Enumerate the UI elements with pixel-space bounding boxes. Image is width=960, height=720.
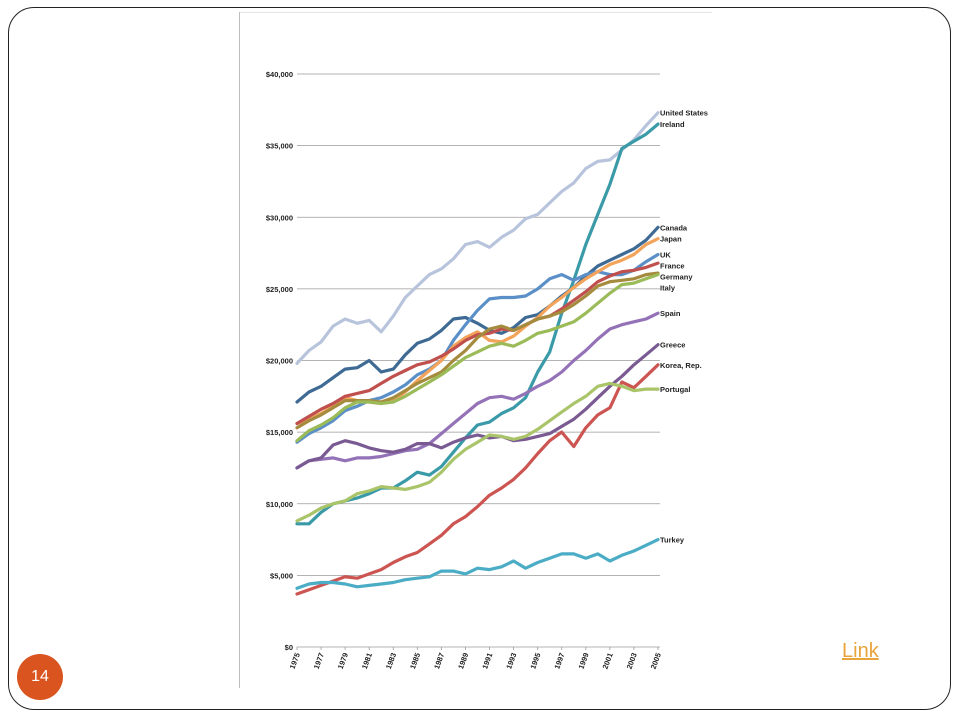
x-axis-tick-labels: 1975 1977 1979 1981 1983 1985 1987 1989 1991 1993…	[288, 647, 663, 670]
y-tick-label: $35,000	[266, 142, 293, 151]
x-tick-label: 1985	[408, 652, 422, 671]
x-tick-label: 1981	[360, 652, 374, 671]
grid-lines	[297, 73, 660, 648]
series-line-greece	[295, 343, 660, 470]
series-label-greece: Greece	[660, 341, 685, 350]
x-tick-label: 1977	[312, 652, 326, 671]
series-line-spain	[295, 311, 660, 470]
x-tick-label: 2005	[649, 652, 663, 671]
series-line-united-states	[295, 111, 660, 365]
series-lines	[295, 111, 660, 596]
x-tick-label: 1995	[528, 652, 542, 671]
chart-panel: $0 $5,000 $10,000 $15,000 $20,000 $25,000 $30,…	[239, 12, 712, 688]
y-tick-label: $25,000	[266, 285, 293, 294]
x-tick-label: 1991	[480, 652, 494, 671]
series-end-labels: United States Ireland Canada Japan UK France G…	[660, 109, 708, 545]
gdp-per-capita-line-chart: $0 $5,000 $10,000 $15,000 $20,000 $25,000 $30,…	[266, 70, 708, 670]
series-label-germany: Germany	[660, 272, 693, 281]
y-tick-label: $30,000	[266, 213, 293, 222]
y-tick-label: $10,000	[266, 500, 293, 509]
series-label-turkey: Turkey	[660, 536, 685, 545]
y-tick-label: $20,000	[266, 357, 293, 366]
series-line-turkey	[295, 537, 660, 590]
link[interactable]: Link	[842, 640, 879, 662]
series-label-canada: Canada	[660, 223, 688, 232]
series-label-united-states: United States	[660, 109, 708, 118]
x-tick-label: 1999	[577, 652, 591, 671]
y-tick-label: $0	[285, 643, 293, 652]
x-tick-label: 2001	[601, 652, 615, 671]
x-tick-label: 1987	[432, 652, 446, 671]
x-tick-label: 1989	[456, 652, 470, 671]
x-tick-label: 1993	[504, 652, 518, 671]
series-label-korea-rep: Korea, Rep.	[660, 361, 702, 370]
y-tick-label: $5,000	[270, 571, 293, 580]
x-tick-label: 1979	[336, 652, 350, 671]
series-label-japan: Japan	[660, 235, 682, 244]
y-tick-label: $15,000	[266, 428, 293, 437]
y-axis-tick-labels: $0 $5,000 $10,000 $15,000 $20,000 $25,000 $30,…	[266, 70, 293, 652]
y-tick-label: $40,000	[266, 70, 293, 79]
page-number-badge: 14	[17, 654, 63, 700]
series-label-spain: Spain	[660, 309, 681, 318]
series-label-italy: Italy	[660, 283, 676, 292]
series-label-portugal: Portugal	[660, 385, 690, 394]
series-line-italy	[295, 273, 660, 443]
page-number: 14	[31, 668, 49, 685]
x-tick-label: 2003	[625, 652, 639, 671]
series-line-korea-rep	[295, 363, 660, 596]
series-line-portugal	[295, 381, 660, 523]
series-label-ireland: Ireland	[660, 120, 685, 129]
x-tick-label: 1997	[552, 652, 566, 671]
x-tick-label: 1975	[288, 652, 302, 671]
x-tick-label: 1983	[384, 652, 398, 671]
series-line-france	[295, 261, 660, 426]
series-label-uk: UK	[660, 250, 671, 259]
series-label-france: France	[660, 261, 685, 270]
series-line-canada	[295, 225, 660, 404]
series-line-ireland	[295, 122, 660, 526]
